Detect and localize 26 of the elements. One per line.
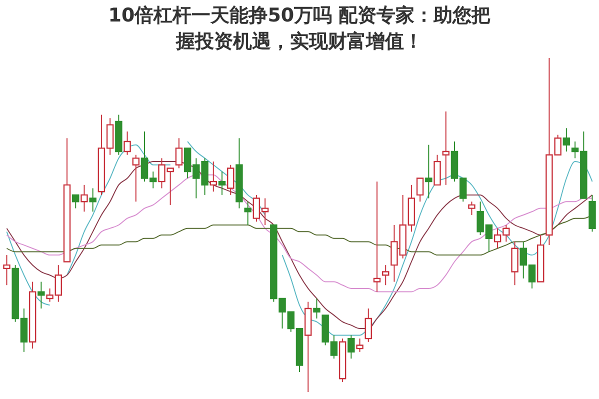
candlestick [348,334,355,360]
candlestick [511,241,518,286]
candlestick [80,184,88,212]
candlestick [218,171,226,196]
candlestick [562,128,570,152]
candlestick [210,161,218,192]
candlestick [356,338,364,352]
candlestick [313,298,320,320]
candlestick [38,281,45,309]
candlestick [416,178,424,202]
candlestick [382,264,390,286]
candlestick [364,308,372,342]
candlestick [175,138,183,169]
candlestick [3,254,10,286]
candlestick [72,194,80,209]
candlestick [442,110,450,186]
candlestick [124,130,131,156]
candlestick [373,181,381,292]
candlestick [132,154,140,202]
candlestick [227,164,234,196]
candlestick [244,201,252,226]
candlestick [425,144,432,199]
candlestick [434,154,441,186]
candlestick [468,201,476,216]
candlestick [89,188,96,212]
chart-title: 10倍杠杆一天能挣50万吗 配资专家：助您把握投资机遇，实现财富增值！ [108,4,491,52]
